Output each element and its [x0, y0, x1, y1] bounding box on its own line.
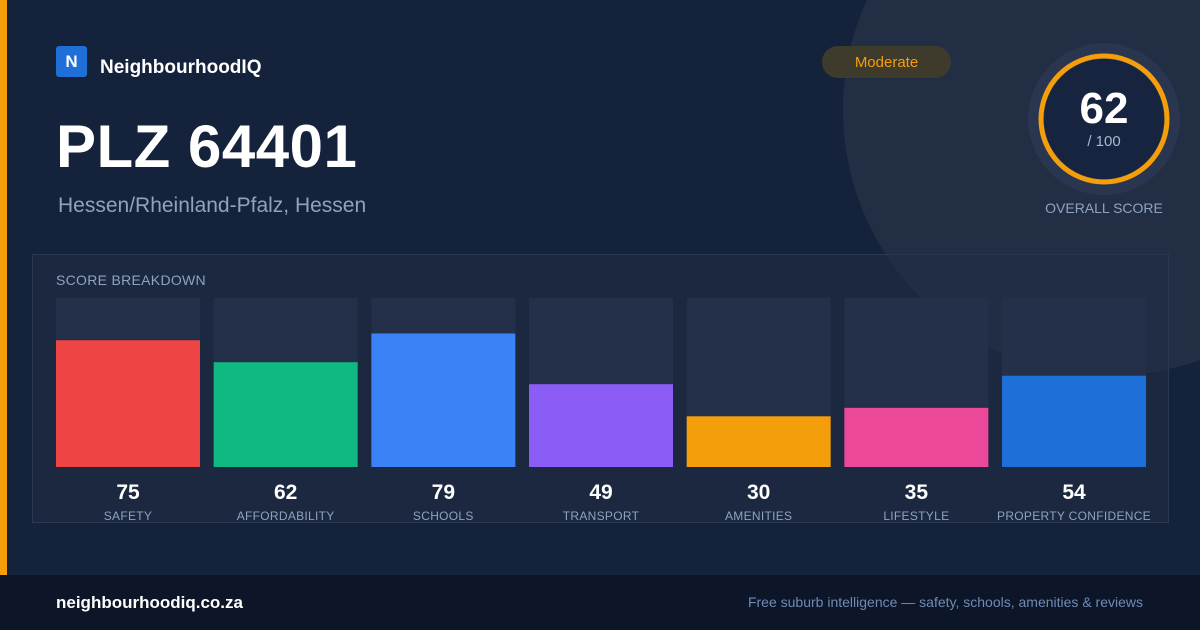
rating-badge: Moderate — [822, 46, 951, 78]
footer-tagline: Free suburb intelligence — safety, schoo… — [747, 594, 1143, 610]
bar-value-lifestyle: 35 — [904, 481, 929, 504]
score-breakdown-title: SCORE BREAKDOWN — [56, 272, 206, 288]
bar-safety — [56, 340, 200, 467]
overall-score-caption: OVERALL SCORE — [1045, 200, 1163, 216]
footer-url[interactable]: neighbourhoodiq.co.za — [56, 593, 243, 612]
bar-value-amenities: 30 — [746, 481, 771, 504]
brand-name: NeighbourhoodIQ — [100, 57, 262, 78]
footer — [0, 575, 1200, 630]
bar-value-safety: 75 — [116, 481, 140, 504]
bar-label-lifestyle: LIFESTYLE — [883, 509, 950, 523]
page-title: PLZ 64401 — [56, 113, 358, 180]
score-ring-arc — [1038, 53, 1170, 185]
bar-label-schools: SCHOOLS — [412, 509, 474, 523]
overall-score-max: / 100 — [1087, 133, 1121, 150]
bar-transport — [529, 384, 674, 467]
bar-value-schools: 79 — [431, 481, 455, 504]
accent-bar — [0, 0, 7, 575]
bar-value-transport: 49 — [589, 481, 613, 504]
overall-score-value: 62 — [1079, 84, 1129, 133]
bar-schools — [371, 333, 516, 467]
overall-score-ring — [1028, 43, 1180, 195]
bar-affordability — [213, 362, 358, 467]
bar-value-property-confidence: 54 — [1062, 481, 1086, 504]
bar-lifestyle — [844, 407, 989, 467]
bar-label-transport: TRANSPORT — [562, 509, 640, 523]
location-subtitle: Hessen/Rheinland-Pfalz, Hessen — [58, 194, 367, 217]
bar-value-affordability: 62 — [273, 481, 298, 504]
bar-label-amenities: AMENITIES — [724, 509, 793, 523]
bar-property-confidence — [1002, 375, 1147, 467]
bar-label-property-confidence: PROPERTY CONFIDENCE — [997, 509, 1151, 523]
score-ring-inner — [1044, 59, 1164, 179]
bar-label-safety: SAFETY — [103, 509, 153, 523]
brand-logo-icon: N — [56, 46, 87, 77]
bar-amenities — [686, 416, 831, 467]
bar-label-affordability: AFFORDABILITY — [236, 509, 335, 523]
brand-logo-letter: N — [65, 51, 78, 71]
rating-badge-label: Moderate — [854, 53, 919, 71]
